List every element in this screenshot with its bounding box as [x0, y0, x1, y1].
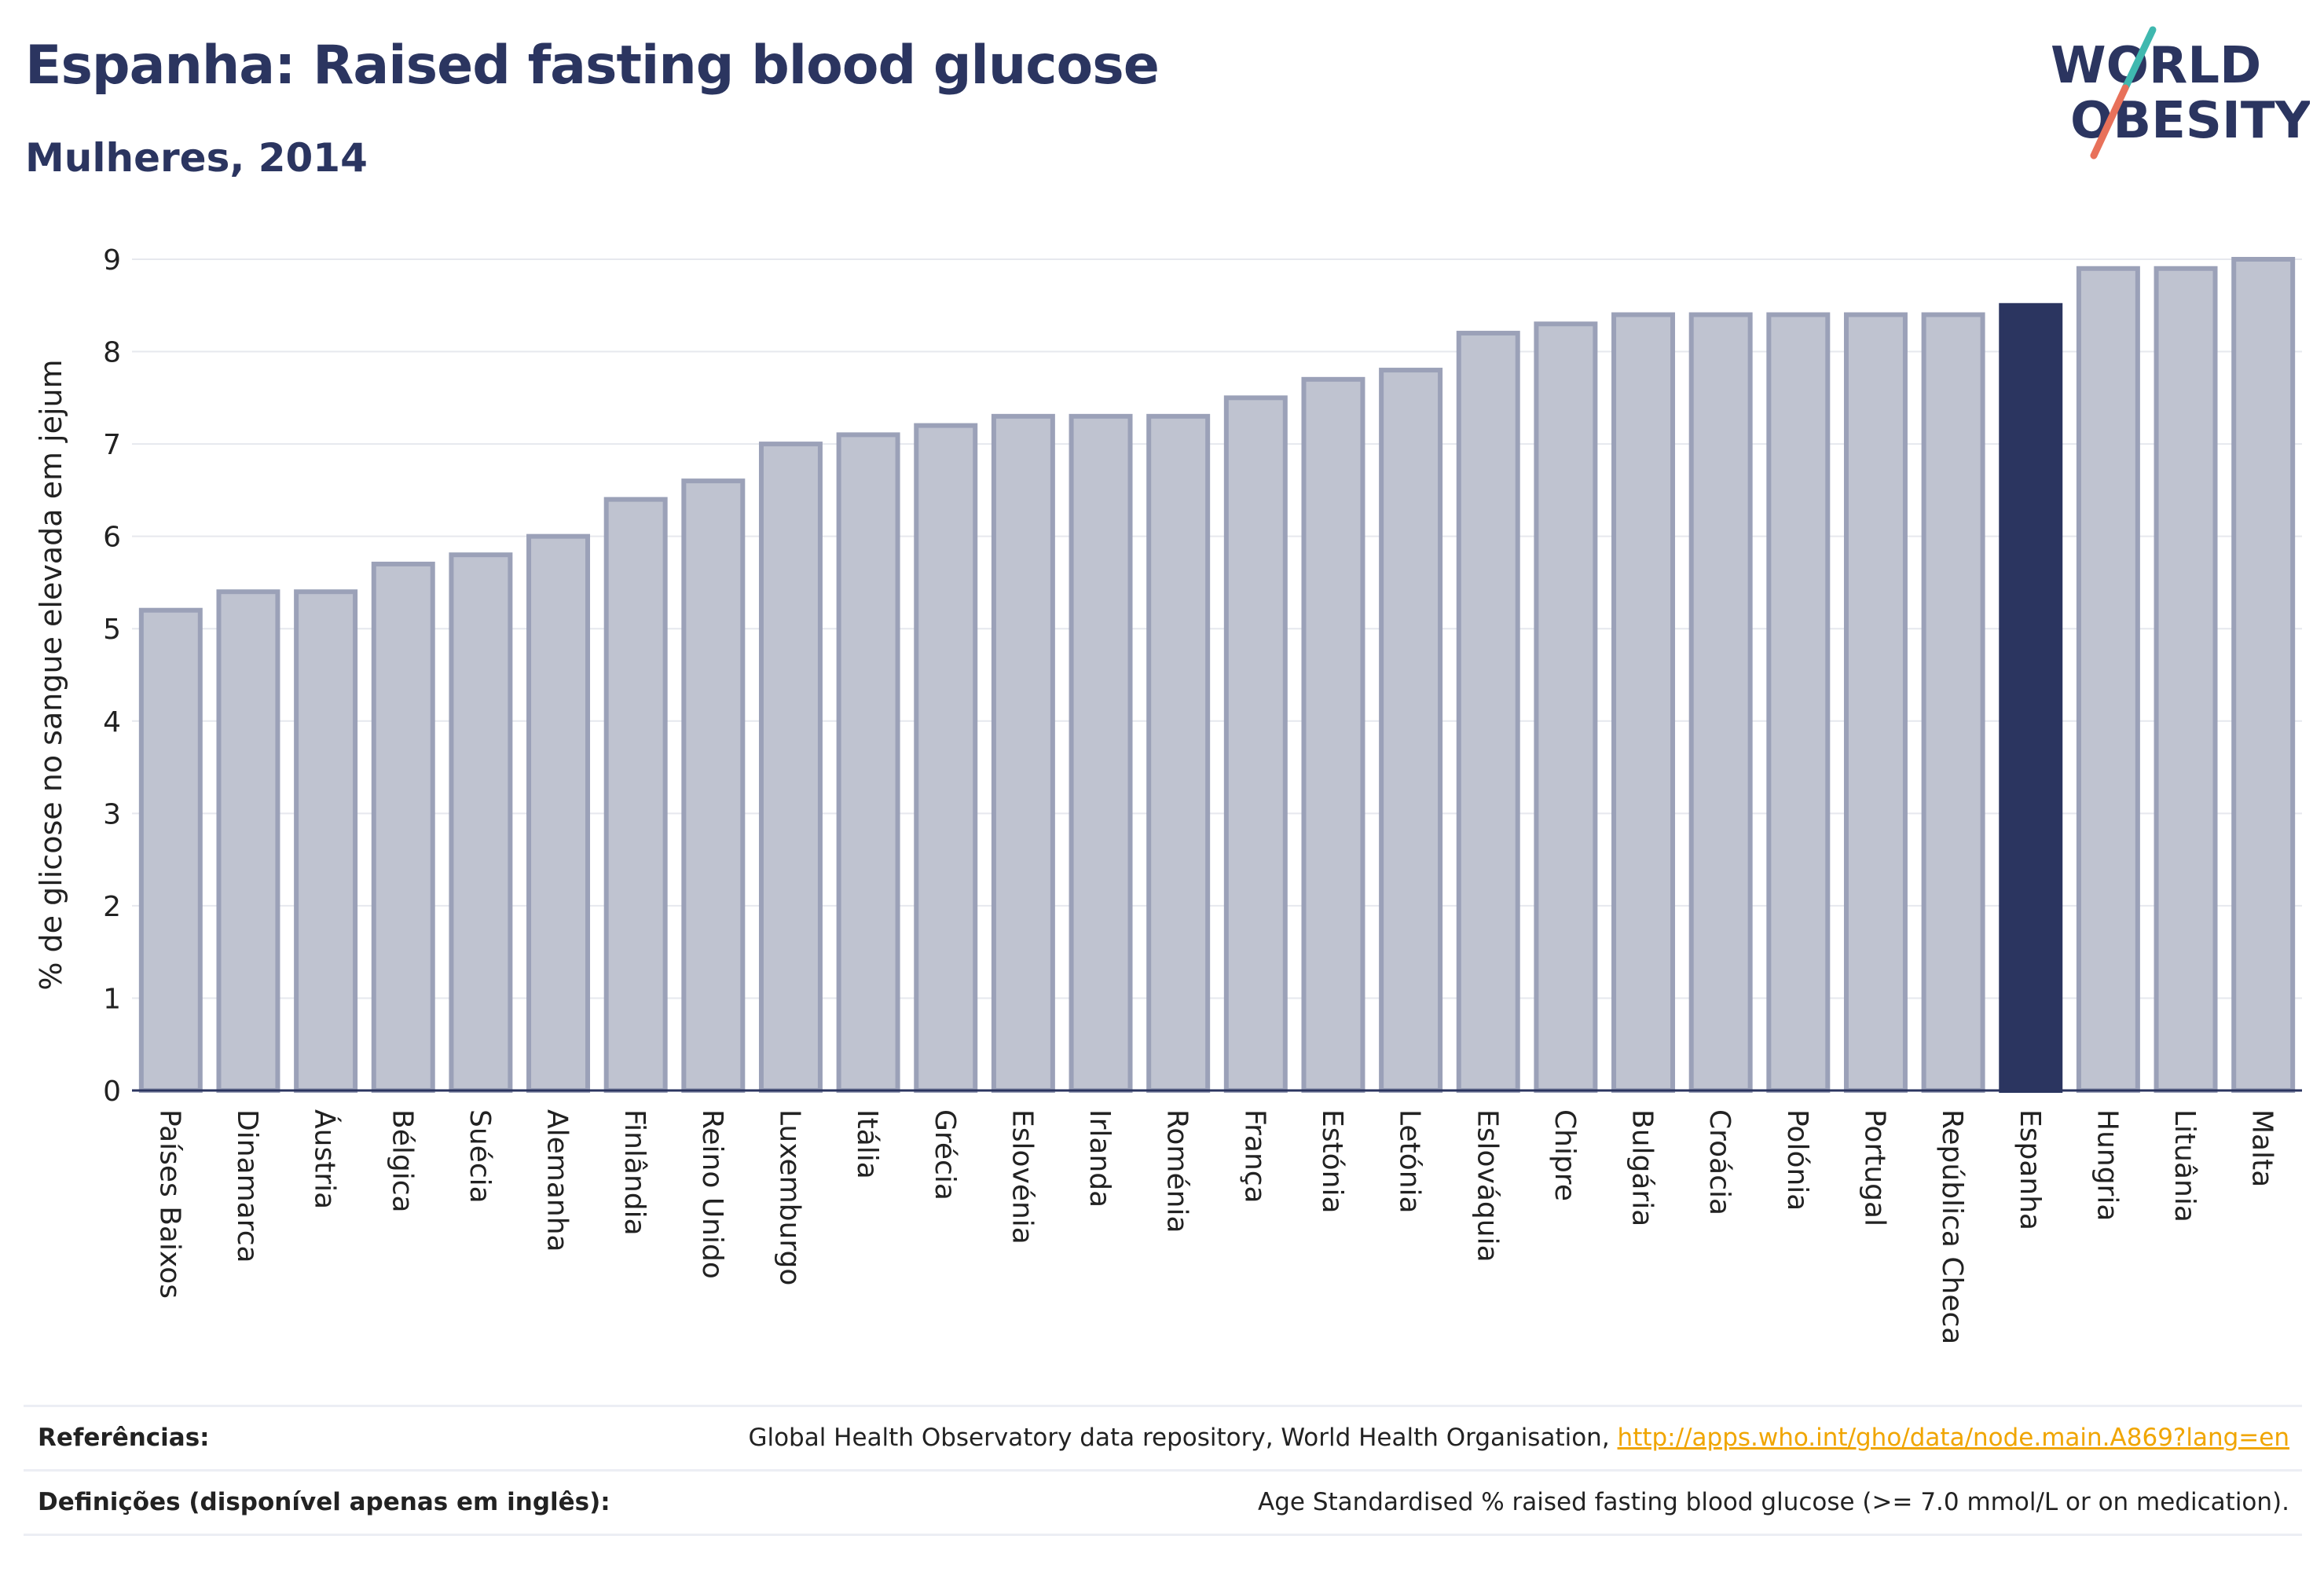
bar-country[interactable]: [603, 497, 668, 1093]
x-tick-label: Eslováquia: [1471, 1109, 1503, 1263]
y-tick-label: 8: [103, 337, 121, 369]
bar-highlight[interactable]: [1999, 302, 2063, 1093]
y-tick-label: 4: [103, 706, 121, 739]
bar-chart: 0 1 2 3 4 5 6 7 8 9 Países Baixos Dinamarca Áustria…: [34, 244, 2302, 1344]
bar-country[interactable]: [1688, 312, 1753, 1093]
x-tick-label: Portugal: [1858, 1109, 1890, 1226]
x-tick-label: Dinamarca: [231, 1109, 263, 1263]
x-tick-label: Eslovénia: [1006, 1109, 1038, 1244]
footer-divider-bottom: [24, 1534, 2302, 1536]
x-tick-label: Bélgica: [386, 1109, 418, 1213]
x-tick-label: Luxemburgo: [773, 1109, 805, 1285]
references-text: Global Health Observatory data repositor…: [748, 1424, 1618, 1452]
references-label: Referências:: [38, 1424, 210, 1452]
logo-slash-bottom: [2090, 84, 2129, 159]
bar-country[interactable]: [1223, 395, 1288, 1094]
x-tick-label: Países Baixos: [153, 1109, 185, 1299]
bar-country[interactable]: [758, 442, 823, 1093]
y-tick-label: 0: [103, 1076, 121, 1108]
bar-country[interactable]: [1456, 331, 1520, 1093]
bar-country[interactable]: [1611, 312, 1676, 1093]
bar-country[interactable]: [1379, 368, 1443, 1094]
bar-country[interactable]: [991, 413, 1055, 1093]
x-tick-label: França: [1238, 1109, 1270, 1204]
bar-country[interactable]: [2076, 266, 2140, 1093]
chart-title: Espanha: Raised fasting blood glucose: [25, 35, 1160, 97]
definitions-value: Age Standardised % raised fasting blood …: [1258, 1488, 2289, 1516]
footer-divider-middle: [24, 1469, 2302, 1472]
y-tick-label: 1: [103, 983, 121, 1015]
x-tick-label: República Checa: [1936, 1109, 1968, 1344]
bar-country[interactable]: [681, 478, 746, 1093]
bar-country[interactable]: [1843, 312, 1908, 1093]
logo-text-world: WORLD: [2051, 37, 2261, 95]
footer-divider-top: [24, 1405, 2302, 1407]
bar-country[interactable]: [138, 607, 203, 1093]
x-tick-label: Suécia: [464, 1109, 496, 1204]
x-tick-label: Chipre: [1549, 1109, 1581, 1201]
x-tick-label: Itália: [851, 1109, 883, 1179]
bar-country[interactable]: [836, 432, 900, 1093]
x-tick-label: Estónia: [1316, 1109, 1348, 1214]
x-tick-label: Croácia: [1703, 1109, 1736, 1215]
x-tick-label: Roménia: [1161, 1109, 1193, 1233]
x-tick-label: Alemanha: [541, 1109, 574, 1252]
footer-definitions-row: Definições (disponível apenas em inglês)…: [24, 1488, 2302, 1526]
x-tick-label: Letónia: [1394, 1109, 1426, 1214]
bar-country[interactable]: [1146, 413, 1211, 1093]
y-tick-label: 2: [103, 891, 121, 923]
x-tick-label: Lituânia: [2168, 1109, 2201, 1222]
bar-country[interactable]: [1301, 376, 1365, 1094]
x-tick-label: Malta: [2246, 1109, 2278, 1187]
x-tick-label: Hungria: [2091, 1109, 2123, 1221]
definitions-label: Definições (disponível apenas em inglês)…: [38, 1488, 610, 1516]
x-tick-label: Áustria: [309, 1109, 342, 1209]
x-tick-label: Grécia: [929, 1109, 961, 1200]
bars: [138, 257, 2296, 1094]
bar-country[interactable]: [1921, 312, 1985, 1093]
x-tick-label: Irlanda: [1083, 1109, 1116, 1208]
bar-country[interactable]: [1534, 321, 1598, 1093]
bar-country[interactable]: [371, 561, 435, 1093]
x-tick-label: Bulgária: [1626, 1109, 1659, 1226]
y-tick-label: 3: [103, 798, 121, 830]
y-axis-label: % de glicose no sangue elevada em jejum: [34, 359, 68, 990]
bar-country[interactable]: [216, 589, 280, 1093]
x-tick-label: Reino Unido: [696, 1109, 728, 1279]
x-tick-label: Finlândia: [618, 1109, 651, 1236]
y-tick-label: 5: [103, 614, 121, 646]
y-tick-labels: 0 1 2 3 4 5 6 7 8 9: [103, 244, 121, 1108]
logo-slash-top: [2121, 26, 2157, 92]
bar-country[interactable]: [2231, 257, 2296, 1093]
y-tick-label: 7: [103, 429, 121, 461]
bar-country[interactable]: [526, 533, 591, 1093]
x-tick-label: Espanha: [2014, 1109, 2046, 1230]
x-tick-labels: Países Baixos Dinamarca Áustria Bélgica Suéc…: [153, 1109, 2278, 1344]
bar-country[interactable]: [1766, 312, 1831, 1093]
footer-references-row: Referências: Global Health Observatory d…: [24, 1424, 2302, 1461]
bar-country[interactable]: [914, 423, 978, 1093]
y-tick-label: 9: [103, 244, 121, 277]
bar-country[interactable]: [2154, 266, 2218, 1093]
bar-country[interactable]: [1069, 413, 1133, 1093]
world-obesity-logo: WORLD OBESITY: [2051, 26, 2310, 159]
chart-subtitle: Mulheres, 2014: [25, 135, 368, 181]
references-value: Global Health Observatory data repositor…: [748, 1424, 2289, 1452]
bar-country[interactable]: [294, 589, 358, 1093]
bar-country[interactable]: [449, 552, 513, 1093]
x-tick-label: Polónia: [1781, 1109, 1813, 1211]
references-link[interactable]: http://apps.who.int/gho/data/node.main.A…: [1617, 1424, 2289, 1452]
y-tick-label: 6: [103, 522, 121, 554]
